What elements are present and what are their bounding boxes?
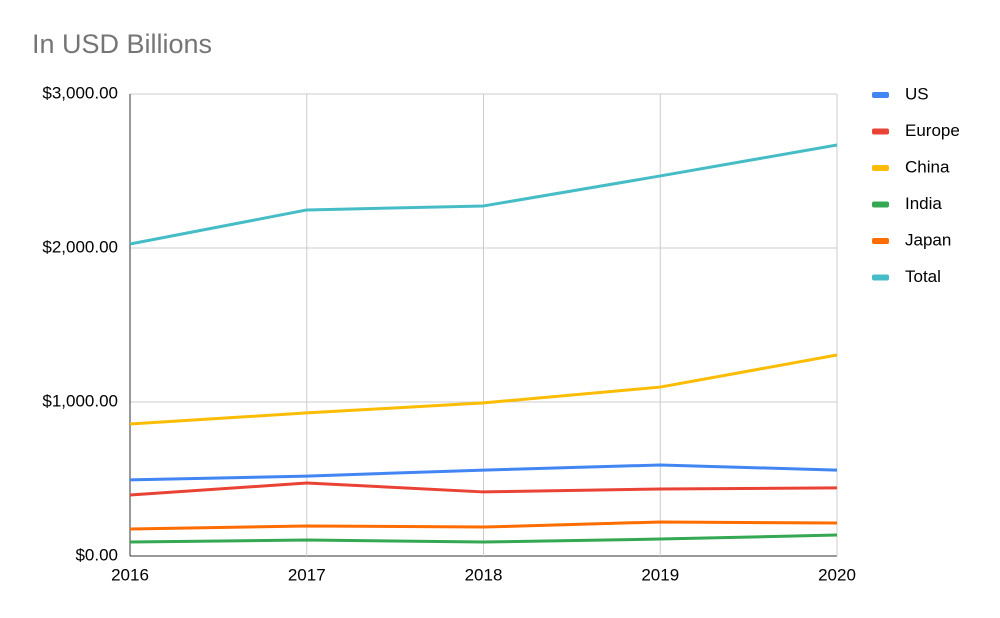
y-tick-label: $0.00	[75, 545, 118, 564]
legend-swatch	[872, 128, 889, 135]
legend-swatch	[872, 201, 889, 208]
x-tick-label: 2020	[818, 565, 856, 584]
series-line	[129, 533, 838, 544]
series-line	[129, 353, 838, 426]
y-tick-label: $1,000.00	[42, 391, 118, 410]
y-tick-label: $2,000.00	[42, 237, 118, 256]
legend-label: Total	[905, 267, 941, 286]
legend-label: Europe	[905, 121, 960, 140]
x-tick-label: 2017	[288, 565, 326, 584]
legend-label: India	[905, 194, 942, 213]
series-line	[129, 520, 838, 531]
series-line	[129, 463, 838, 482]
x-tick-label: 2019	[641, 565, 679, 584]
legend-swatch	[872, 238, 889, 244]
legend-swatch	[872, 274, 889, 281]
x-tick-label: 2016	[111, 565, 149, 584]
legend-swatch	[872, 92, 889, 98]
legend-label: China	[905, 157, 950, 176]
series-line	[129, 481, 838, 497]
chart-title: In USD Billions	[32, 29, 212, 59]
legend-label: US	[905, 84, 929, 103]
legend-label: Japan	[905, 230, 951, 249]
legend-swatch	[872, 165, 889, 171]
x-tick-label: 2018	[465, 565, 503, 584]
series-line	[129, 143, 838, 246]
y-tick-label: $3,000.00	[42, 83, 118, 102]
